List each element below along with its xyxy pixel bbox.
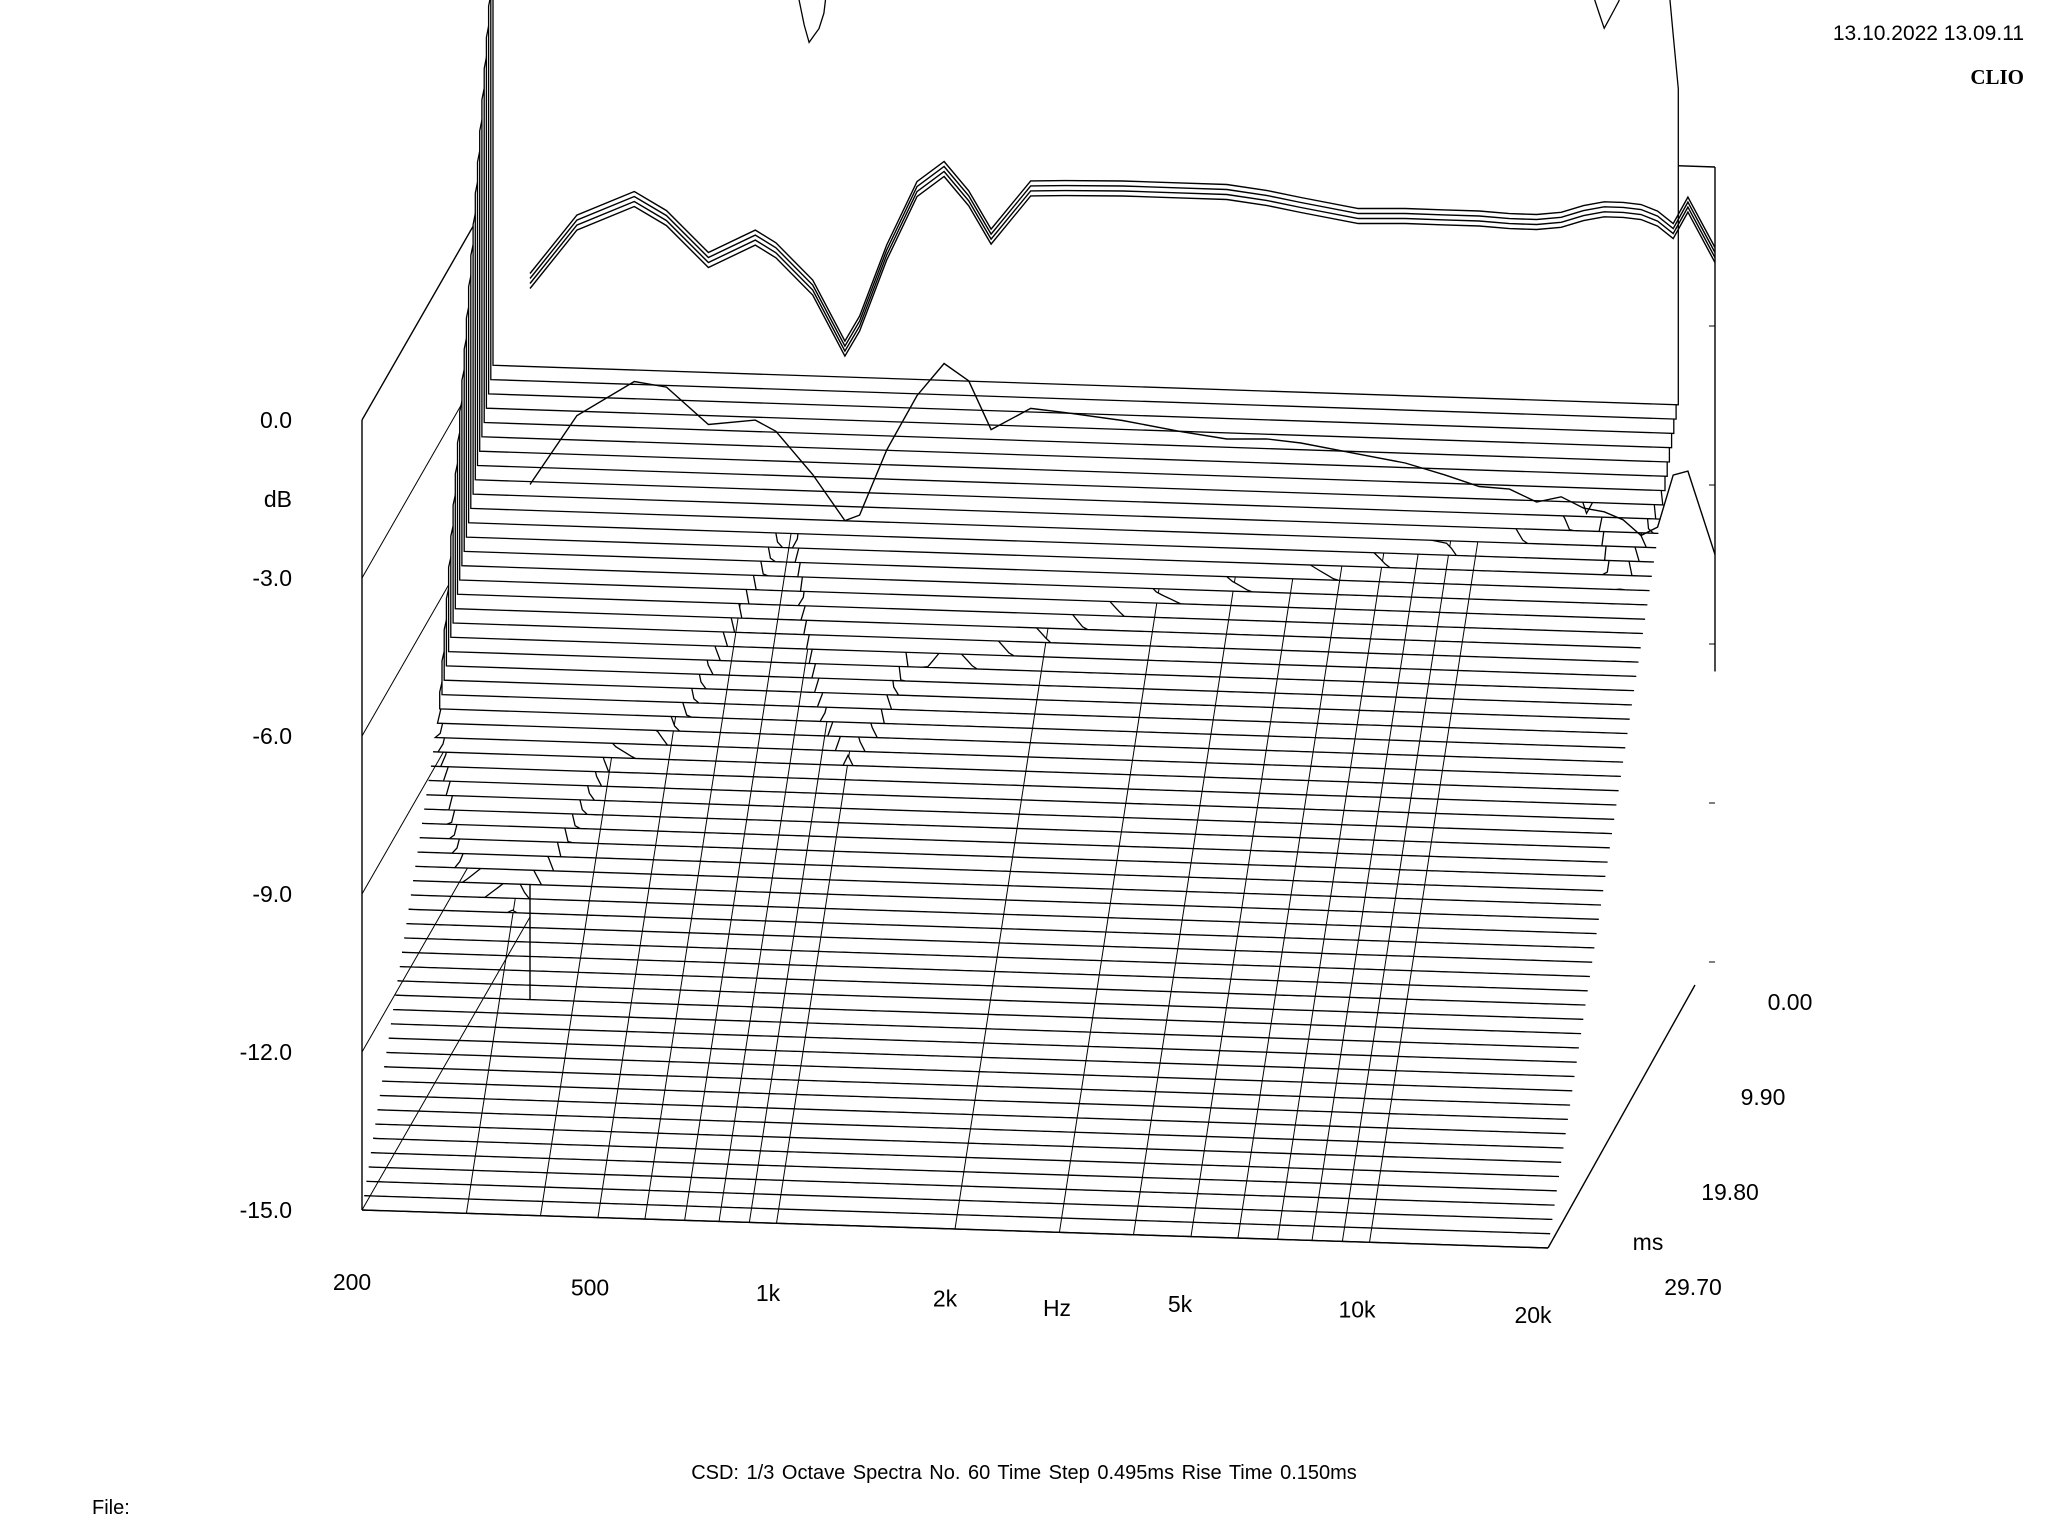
spectrum-slice xyxy=(397,980,1584,1020)
file-label: File: xyxy=(92,1497,130,1519)
y-tick-label: -3.0 xyxy=(252,565,292,591)
x-tick-label: 500 xyxy=(571,1275,609,1301)
back-wall-ghost-curve xyxy=(529,160,1716,343)
csd-settings: CSD: 1/3 Octave Spectra No. 60 Time Step… xyxy=(691,1462,1357,1484)
spectrum-slice xyxy=(373,1137,1560,1178)
x-tick-label: 10k xyxy=(1338,1297,1376,1323)
spectrum-slice xyxy=(406,922,1593,963)
spectrum-slice xyxy=(492,0,1679,406)
z-tick-label: 0.00 xyxy=(1768,989,1813,1015)
spectrum-slice xyxy=(368,1166,1555,1206)
spectrum-slice xyxy=(361,1209,1549,1249)
z-axis-unit: ms xyxy=(1633,1229,1664,1255)
y-axis-unit: dB xyxy=(264,486,292,512)
spectrum-slice xyxy=(426,628,1613,835)
brand-logo-text: CLIO xyxy=(1970,65,2024,89)
x-axis-unit: Hz xyxy=(1043,1295,1071,1321)
spectrum-slice xyxy=(375,1123,1562,1163)
x-tick-label: 1k xyxy=(756,1280,781,1306)
spectrum-slice xyxy=(424,663,1610,849)
spectrum-slice xyxy=(381,1080,1568,1121)
spectrum-slice xyxy=(388,1037,1575,1078)
waterfall-spectra xyxy=(361,0,1679,1249)
spectrum-slice xyxy=(408,908,1595,949)
axis-labels: 0.0 -3.0 -6.0 -9.0 -12.0 -15.0 dB 200 500 1k 2k 5k 1… xyxy=(240,407,1813,1328)
spectrum-slice xyxy=(364,1195,1551,1235)
spectrum-slice xyxy=(404,937,1590,978)
x-tick-label: 5k xyxy=(1168,1291,1193,1317)
back-wall-responses xyxy=(529,160,1716,555)
y-tick-label: -6.0 xyxy=(252,723,292,749)
spectrum-slice xyxy=(395,994,1582,1035)
spectrum-slice xyxy=(390,1023,1577,1063)
back-wall-ghost-curve xyxy=(529,165,1716,348)
y-tick-label: 0.0 xyxy=(260,407,292,433)
spectrum-slice xyxy=(386,1051,1573,1092)
spectrum-slice xyxy=(379,1094,1566,1135)
x-tick-label: 20k xyxy=(1514,1302,1552,1328)
y-tick-label: -15.0 xyxy=(240,1197,292,1223)
spectrum-slice xyxy=(413,838,1599,920)
x-tick-label: 2k xyxy=(933,1286,958,1312)
back-wall-ghost-curve xyxy=(529,175,1716,358)
spectrum-slice xyxy=(377,1109,1564,1149)
z-tick-label: 9.90 xyxy=(1741,1084,1786,1110)
back-wall-ghost-curve xyxy=(529,170,1716,353)
spectrum-slice xyxy=(419,733,1606,878)
front-response-curve xyxy=(529,362,1716,555)
spectrum-slice xyxy=(401,951,1588,992)
spectrum-slice xyxy=(415,803,1602,906)
y-tick-label: -9.0 xyxy=(252,881,292,907)
left-wall-grid-line xyxy=(361,916,531,1211)
floor-right-edge xyxy=(1547,984,1696,1249)
y-tick-label: -12.0 xyxy=(240,1039,292,1065)
z-tick-label: 19.80 xyxy=(1701,1179,1759,1205)
x-tick-label: 200 xyxy=(333,1269,371,1295)
z-tick-label: 29.70 xyxy=(1664,1274,1722,1300)
spectrum-slice xyxy=(393,1008,1579,1049)
spectrum-slice xyxy=(410,874,1597,935)
spectrum-slice xyxy=(421,698,1608,863)
spectrum-slice xyxy=(417,768,1604,892)
spectrum-slice xyxy=(384,1066,1571,1106)
spectrum-slice xyxy=(366,1180,1553,1221)
spectrum-slice xyxy=(370,1152,1557,1192)
timestamp: 13.10.2022 13.09.11 xyxy=(1832,22,2024,45)
spectrum-slice xyxy=(399,965,1586,1006)
